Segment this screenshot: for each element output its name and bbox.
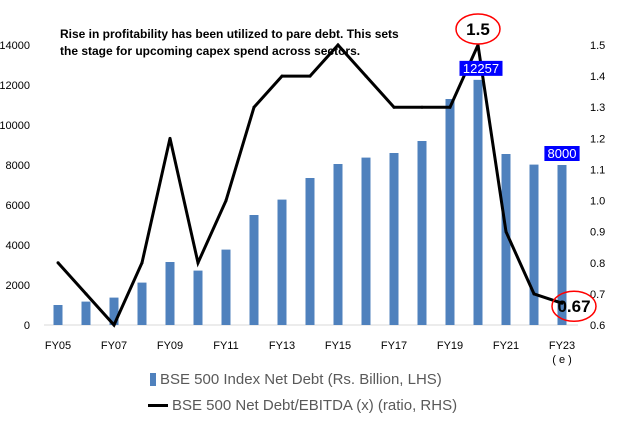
ratio-point-FY21 [504, 230, 508, 234]
x-tick-sublabel: ( e ) [552, 354, 572, 366]
bar-FY17 [389, 153, 399, 325]
bar-data-label-bg [459, 60, 503, 76]
ratio-point-FY18 [420, 105, 424, 109]
bar-FY06 [81, 301, 91, 325]
left-tick-label: 4000 [6, 240, 30, 252]
right-tick-label: 1.5 [590, 40, 605, 52]
ratio-point-FY11 [224, 199, 228, 203]
bar-data-label: 8000 [548, 146, 577, 161]
ratio-point-FY19 [448, 105, 452, 109]
bar-FY07 [109, 297, 119, 325]
legend-label: BSE 500 Net Debt/EBITDA (x) (ratio, RHS) [172, 397, 458, 414]
line-data-label: 0.67 [557, 297, 590, 316]
chart-annotation: Rise in profitability has been utilized … [60, 27, 399, 58]
left-tick-label: 0 [24, 320, 30, 332]
x-tick-label: FY21 [493, 340, 519, 352]
bar-data-label: 12257 [463, 61, 499, 76]
bar-FY12 [249, 215, 259, 325]
x-tick-label: FY19 [437, 340, 463, 352]
bar-FY18 [417, 141, 427, 325]
right-tick-label: 0.7 [590, 289, 605, 301]
legend-line-swatch [148, 404, 168, 407]
bar-FY10 [193, 270, 203, 325]
bar-FY23 [557, 165, 567, 325]
x-tick-label: FY17 [381, 340, 407, 352]
ratio-point-FY10 [196, 261, 200, 265]
x-tick-label: FY05 [45, 340, 71, 352]
left-tick-label: 12000 [0, 80, 30, 92]
right-tick-label: 0.8 [590, 258, 605, 270]
right-tick-label: 1.4 [590, 71, 605, 83]
x-tick-label: FY13 [269, 340, 295, 352]
ratio-point-FY22 [532, 292, 536, 296]
ratio-point-FY14 [308, 74, 312, 78]
left-tick-label: 2000 [6, 280, 30, 292]
bar-FY14 [305, 178, 315, 325]
bar-FY05 [53, 305, 63, 325]
right-tick-label: 0.9 [590, 227, 605, 239]
ratio-point-FY15 [336, 43, 340, 47]
left-tick-label: 14000 [0, 40, 30, 52]
legend-item-ratio: BSE 500 Net Debt/EBITDA (x) (ratio, RHS) [148, 397, 457, 414]
bar-FY11 [221, 249, 231, 325]
bar-FY21 [501, 154, 511, 325]
ratio-point-FY05 [56, 261, 60, 265]
right-tick-label: 1.3 [590, 102, 605, 114]
x-tick-label: FY09 [157, 340, 183, 352]
bar-FY08 [137, 282, 147, 325]
ratio-point-FY17 [392, 105, 396, 109]
bar-data-label-bg [544, 146, 580, 161]
left-tick-label: 10000 [0, 120, 30, 132]
bar-FY19 [445, 99, 455, 325]
x-tick-label: FY23 [549, 340, 575, 352]
left-tick-label: 8000 [6, 160, 30, 172]
x-tick-label: FY07 [101, 340, 127, 352]
ratio-point-FY08 [140, 261, 144, 265]
ratio-point-FY09 [168, 136, 172, 140]
ratio-point-FY16 [364, 74, 368, 78]
legend-item-net-debt: BSE 500 Index Net Debt (Rs. Billion, LHS… [150, 371, 442, 388]
bar-FY09 [165, 262, 175, 325]
ratio-point-FY13 [280, 74, 284, 78]
right-tick-label: 1.0 [590, 196, 605, 208]
ratio-point-FY07 [112, 323, 116, 327]
highlight-circle [551, 290, 597, 322]
bar-FY16 [361, 157, 371, 325]
legend-bar-swatch [150, 373, 156, 386]
x-tick-label: FY11 [213, 340, 238, 352]
ratio-point-FY23 [560, 301, 564, 305]
bar-FY20 [473, 79, 483, 325]
x-tick-label: FY15 [325, 340, 351, 352]
highlight-circle [455, 13, 501, 45]
bar-FY22 [529, 164, 539, 325]
bar-FY15 [333, 164, 343, 325]
ratio-point-FY06 [84, 292, 88, 296]
ratio-point-FY12 [252, 105, 256, 109]
left-tick-label: 6000 [6, 200, 30, 212]
line-data-label: 1.5 [466, 20, 490, 39]
legend-label: BSE 500 Index Net Debt (Rs. Billion, LHS… [160, 371, 442, 388]
right-tick-label: 1.2 [590, 133, 605, 145]
right-tick-label: 1.1 [590, 164, 605, 176]
right-tick-label: 0.6 [590, 320, 605, 332]
bar-FY13 [277, 199, 287, 325]
